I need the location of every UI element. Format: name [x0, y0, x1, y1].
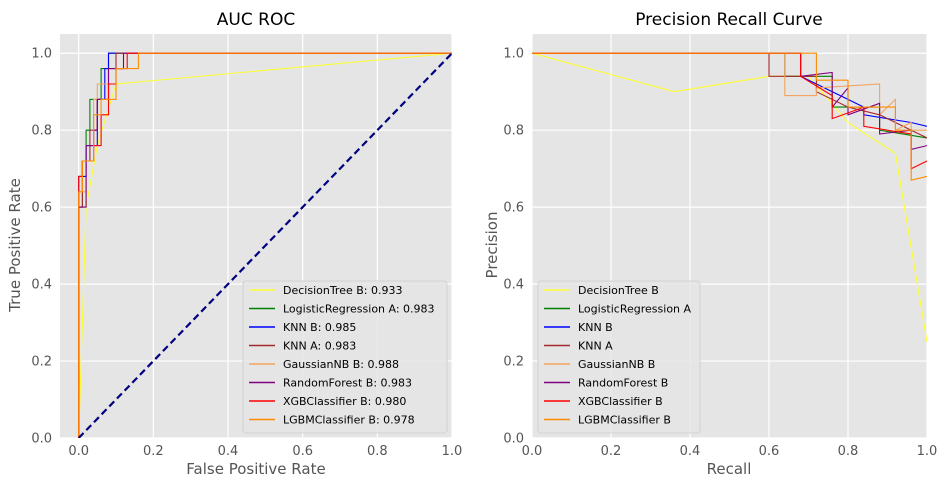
roc-legend-label: LGBMClassifier B: 0.978 — [283, 414, 415, 427]
roc-chart: 0.0 0.2 0.4 0.6 0.8 1.0 0.0 0.2 0.4 0.6 0.8 1.0 Deci… — [6, 10, 462, 478]
roc-legend-label: DecisionTree B: 0.933 — [283, 284, 403, 297]
roc-legend-label: KNN A: 0.983 — [283, 340, 356, 353]
pr-legend-label: DecisionTree B — [578, 284, 659, 297]
roc-legend: DecisionTree B: 0.933 LogisticRegression … — [242, 280, 448, 434]
roc-y-tick-label: 1.0 — [31, 47, 52, 62]
roc-y-tick-label: 0.4 — [31, 278, 52, 293]
roc-x-tick-label: 0.4 — [218, 444, 239, 459]
pr-series-line-4 — [532, 52, 927, 132]
roc-y-tick-label: 0.6 — [31, 201, 52, 216]
pr-x-tick-label: 0.6 — [759, 444, 780, 459]
roc-x-tick-label: 0.2 — [143, 444, 164, 459]
pr-legend-label: KNN B — [578, 321, 613, 334]
roc-y-tick-label: 0.8 — [31, 124, 52, 139]
pr-x-tick-label: 0.2 — [601, 444, 622, 459]
roc-y-tick-label: 0.2 — [31, 355, 52, 370]
pr-x-tick-label: 0.0 — [522, 444, 543, 459]
pr-y-tick-label: 0.4 — [503, 278, 524, 293]
roc-legend-box — [242, 280, 448, 434]
roc-series-line-7 — [78, 52, 452, 438]
pr-legend-label: LogisticRegression A — [578, 303, 692, 316]
roc-x-tick-label: 0.0 — [68, 444, 89, 459]
roc-x-tick-label: 1.0 — [442, 444, 463, 459]
roc-x-axis-label: False Positive Rate — [186, 460, 325, 478]
roc-x-tick-label: 0.8 — [367, 444, 388, 459]
roc-legend-label: RandomForest B: 0.983 — [283, 377, 412, 390]
pr-legend-label: XGBClassifier B — [578, 395, 663, 408]
pr-y-tick-label: 0.6 — [503, 201, 524, 216]
roc-y-tick-label: 0.0 — [31, 432, 52, 447]
pr-chart-title: Precision Recall Curve — [635, 10, 823, 30]
pr-legend-box — [537, 280, 701, 434]
pr-series-line-7 — [532, 52, 927, 181]
pr-legend-label: RandomForest B — [578, 377, 668, 390]
pr-legend: DecisionTree B LogisticRegression A KNN B K… — [537, 280, 701, 434]
pr-y-tick-label: 0.2 — [503, 355, 524, 370]
pr-y-axis-label: Precision — [483, 212, 501, 279]
pr-series-group — [532, 52, 927, 342]
roc-legend-label: XGBClassifier B: 0.980 — [283, 395, 406, 408]
roc-legend-label: GaussianNB B: 0.988 — [283, 358, 399, 371]
pr-y-tick-label: 0.8 — [503, 124, 524, 139]
roc-diagonal-reference-line — [77, 52, 452, 438]
pr-legend-label: GaussianNB B — [578, 358, 655, 371]
roc-legend-label: KNN B: 0.985 — [283, 321, 356, 334]
pr-legend-label: KNN A — [578, 340, 613, 353]
roc-legend-label: LogisticRegression A: 0.983 — [283, 303, 435, 316]
pr-y-tick-label: 0.0 — [503, 432, 524, 447]
roc-chart-title: AUC ROC — [217, 10, 295, 30]
pr-y-tick-label: 1.0 — [503, 47, 524, 62]
pr-x-axis-label: Recall — [707, 460, 752, 478]
roc-series-group — [77, 52, 452, 438]
roc-x-tick-label: 0.6 — [292, 444, 313, 459]
pr-x-tick-label: 0.8 — [838, 444, 859, 459]
pr-x-tick-label: 1.0 — [917, 444, 938, 459]
pr-legend-label: LGBMClassifier B — [578, 414, 671, 427]
precision-recall-chart: 0.0 0.2 0.4 0.6 0.8 1.0 0.0 0.2 0.4 0.6 0.8 1.0 Deci… — [483, 10, 937, 478]
pr-x-tick-label: 0.4 — [680, 444, 701, 459]
roc-y-axis-label: True Positive Rate — [6, 178, 24, 313]
